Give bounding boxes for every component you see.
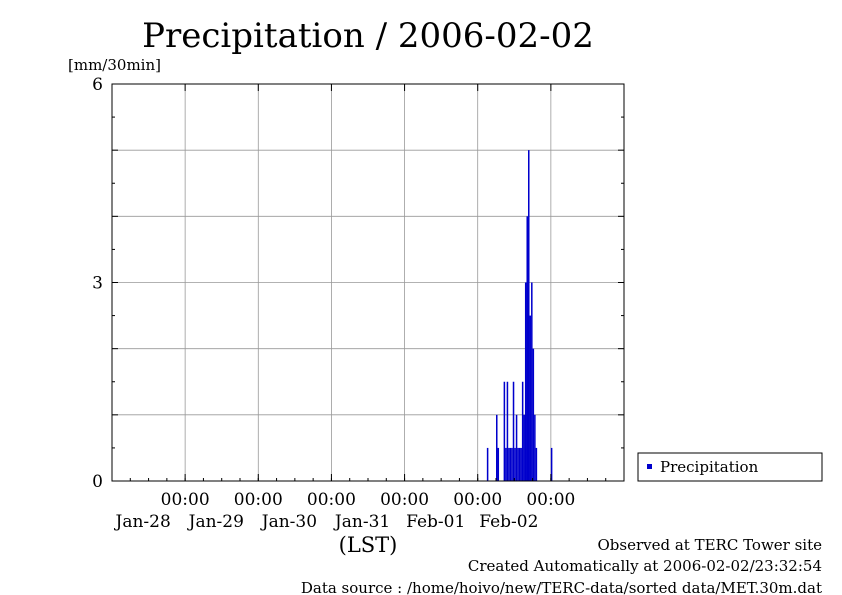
- precipitation-bar: [529, 315, 532, 481]
- x-tick-time-label: 00:00: [161, 490, 210, 510]
- precipitation-bar: [523, 414, 525, 481]
- y-axis-unit: [mm/30min]: [68, 56, 161, 74]
- precipitation-bar: [524, 282, 527, 481]
- precipitation-bar: [511, 447, 513, 481]
- x-tick-time-label: 00:00: [526, 490, 575, 510]
- precipitation-bar: [514, 447, 516, 481]
- precipitation-bar: [509, 447, 512, 481]
- precipitation-bar: [550, 447, 553, 481]
- precipitation-bar: [520, 447, 522, 481]
- y-axis: 0 3 6: [92, 75, 624, 492]
- y-tick-label: 6: [92, 75, 103, 95]
- precipitation-bar: [528, 150, 530, 481]
- precipitation-bar: [497, 447, 500, 481]
- precipitation-bar: [521, 381, 524, 481]
- x-tick-date-label: Jan-29: [187, 512, 244, 532]
- x-axis-label: (LST): [339, 533, 398, 557]
- footer-created: Created Automatically at 2006-02-02/23:3…: [468, 557, 822, 575]
- precipitation-bar: [535, 447, 538, 481]
- footer-source: Data source : /home/hoivo/new/TERC-data/…: [301, 579, 822, 595]
- precipitation-bar: [506, 381, 509, 481]
- precipitation-bar: [512, 381, 515, 481]
- footer-observed: Observed at TERC Tower site: [597, 536, 822, 554]
- precipitation-bar: [496, 414, 498, 481]
- legend-label: Precipitation: [660, 458, 759, 476]
- precipitation-bar: [508, 447, 510, 481]
- precipitation-bar: [534, 414, 536, 481]
- chart-title: Precipitation / 2006-02-02: [142, 16, 594, 56]
- x-tick-time-label: 00:00: [380, 490, 429, 510]
- legend-swatch: [647, 464, 652, 469]
- precipitation-bar: [518, 447, 521, 481]
- x-tick-time-label: 00:00: [307, 490, 356, 510]
- x-tick-time-label: 00:00: [234, 490, 283, 510]
- x-tick-date-label: Jan-30: [260, 512, 317, 532]
- y-tick-label: 3: [92, 274, 103, 294]
- precipitation-bar: [515, 414, 518, 481]
- precipitation-bar: [526, 216, 528, 482]
- x-tick-date-label: Jan-28: [114, 512, 171, 532]
- precipitation-bar: [517, 447, 519, 481]
- precipitation-bar: [486, 447, 489, 481]
- x-tick-date-label: Feb-01: [406, 512, 465, 532]
- precipitation-bar: [503, 381, 506, 481]
- legend-box: [637, 452, 823, 482]
- bar-series: [486, 150, 553, 482]
- y-tick-label: 0: [92, 472, 103, 492]
- x-tick-date-label: Jan-31: [333, 512, 390, 532]
- precipitation-bar: [531, 282, 533, 481]
- precipitation-bar: [532, 348, 535, 481]
- x-tick-time-label: 00:00: [453, 490, 502, 510]
- x-axis: 00:00Jan-2800:00Jan-2900:00Jan-3000:00Ja…: [111, 84, 625, 532]
- x-tick-date-label: Feb-02: [479, 512, 538, 532]
- legend: Precipitation: [637, 452, 823, 482]
- grid-lines: [112, 84, 624, 481]
- precipitation-bar: [505, 447, 507, 481]
